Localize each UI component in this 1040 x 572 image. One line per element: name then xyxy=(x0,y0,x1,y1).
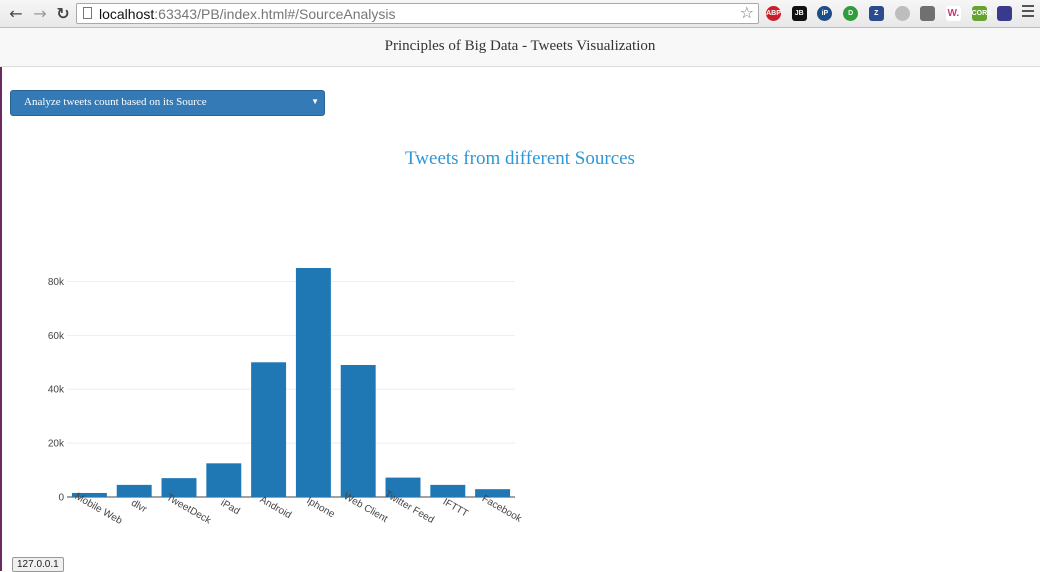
browser-toolbar: ← → ↻ localhost:63343/PB/index.html#/Sou… xyxy=(0,0,1040,28)
url-text[interactable]: localhost:63343/PB/index.html#/SourceAna… xyxy=(99,5,396,23)
y-tick-label: 80k xyxy=(48,277,65,288)
y-tick-label: 40k xyxy=(48,385,65,396)
x-tick-label: dlvr xyxy=(129,498,149,516)
window-edge xyxy=(0,0,2,571)
app-header: Principles of Big Data - Tweets Visualiz… xyxy=(0,28,1040,67)
reload-icon[interactable]: ↻ xyxy=(56,4,70,23)
x-tick-label: Facebook xyxy=(480,493,524,525)
bar[interactable] xyxy=(251,362,287,497)
cors-extension-icon[interactable]: CORS xyxy=(971,6,992,21)
w-extension-icon[interactable]: W. xyxy=(945,6,961,21)
x-tick-label: iPad xyxy=(219,498,242,518)
back-arrow-icon[interactable]: ← xyxy=(9,4,23,23)
z-extension-icon[interactable]: Z xyxy=(868,6,884,21)
flag-extension-icon[interactable] xyxy=(997,6,1013,21)
x-tick-label: Android xyxy=(258,494,293,521)
address-bar[interactable]: localhost:63343/PB/index.html#/SourceAna… xyxy=(76,3,759,24)
chevron-down-icon: ▼ xyxy=(311,97,319,106)
url-host: localhost xyxy=(99,6,155,22)
bar[interactable] xyxy=(116,484,152,497)
page-icon xyxy=(83,7,92,19)
bookmark-extension-icon[interactable] xyxy=(920,6,936,21)
y-tick-label: 0 xyxy=(58,493,64,504)
bar[interactable] xyxy=(475,489,511,497)
url-path: :63343/PB/index.html#/SourceAnalysis xyxy=(154,6,396,22)
page-title: Principles of Big Data - Tweets Visualiz… xyxy=(384,38,656,54)
bar[interactable] xyxy=(161,478,197,497)
browser-menu-icon[interactable] xyxy=(1022,5,1034,20)
ip-extension-icon[interactable]: iP xyxy=(817,6,833,21)
bar[interactable] xyxy=(71,492,107,497)
bar[interactable] xyxy=(385,477,421,497)
y-tick-label: 60k xyxy=(48,331,65,342)
x-tick-label: Iphone xyxy=(304,495,336,520)
analysis-select-value: Analyze tweets count based on its Source xyxy=(24,96,207,108)
adblock-plus-icon[interactable]: ABP xyxy=(766,6,781,21)
status-host-tooltip: 127.0.0.1 xyxy=(12,557,64,572)
analysis-select[interactable]: Analyze tweets count based on its Source… xyxy=(10,90,325,116)
bar[interactable] xyxy=(430,484,466,497)
chart-title: Tweets from different Sources xyxy=(405,148,635,169)
green-d-extension-icon[interactable]: D xyxy=(843,6,859,21)
x-tick-label: IFTTT xyxy=(441,497,470,520)
bar[interactable] xyxy=(206,463,242,497)
bar[interactable] xyxy=(295,268,331,497)
feather-extension-icon[interactable] xyxy=(894,6,910,21)
jb-extension-icon[interactable]: JB xyxy=(791,6,807,21)
forward-arrow-icon[interactable]: → xyxy=(33,4,47,23)
bar[interactable] xyxy=(340,364,376,497)
bookmark-star-icon[interactable]: ☆ xyxy=(739,5,754,22)
y-tick-label: 20k xyxy=(48,439,65,450)
